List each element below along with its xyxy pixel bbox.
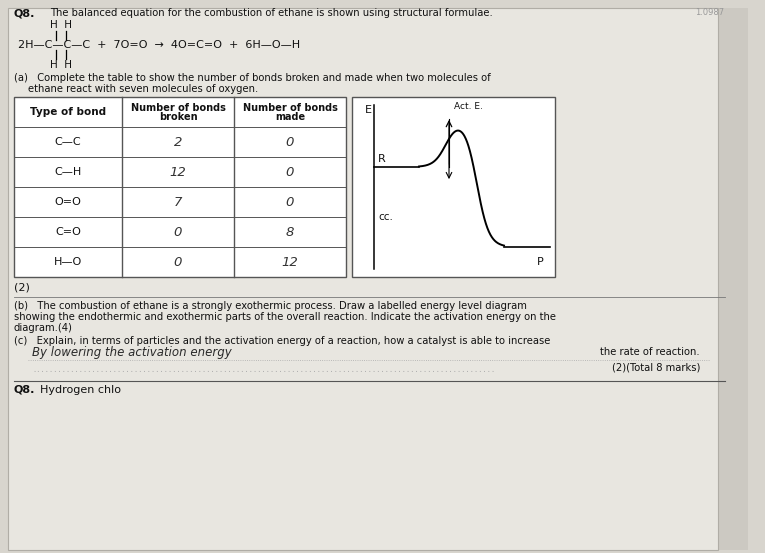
Text: 12: 12 xyxy=(170,165,187,179)
Text: Type of bond: Type of bond xyxy=(30,107,106,117)
Text: Hydrogen chlo: Hydrogen chlo xyxy=(40,385,121,395)
Text: By lowering the activation energy: By lowering the activation energy xyxy=(32,346,232,359)
Text: C—H: C—H xyxy=(54,167,82,177)
Text: cc.: cc. xyxy=(378,212,393,222)
Text: 0: 0 xyxy=(286,196,295,208)
Text: (2): (2) xyxy=(14,283,30,293)
Text: 0: 0 xyxy=(174,255,182,269)
Text: (b)   The combustion of ethane is a strongly exothermic process. Draw a labelled: (b) The combustion of ethane is a strong… xyxy=(14,301,527,311)
Text: E: E xyxy=(365,105,372,115)
FancyBboxPatch shape xyxy=(718,8,748,550)
Text: (c)   Explain, in terms of particles and the activation energy of a reaction, ho: (c) Explain, in terms of particles and t… xyxy=(14,336,550,346)
FancyBboxPatch shape xyxy=(8,8,718,550)
Text: ethane react with seven molecules of oxygen.: ethane react with seven molecules of oxy… xyxy=(28,84,259,94)
Text: Q8.: Q8. xyxy=(14,385,35,395)
Text: 2H—C—C—C  +  7O=O  →  4O=C=O  +  6H—O—H: 2H—C—C—C + 7O=O → 4O=C=O + 6H—O—H xyxy=(18,40,300,50)
Text: the rate of reaction.: the rate of reaction. xyxy=(601,347,700,357)
Text: Q8.: Q8. xyxy=(14,8,35,18)
Text: O=O: O=O xyxy=(54,197,81,207)
Text: 0: 0 xyxy=(286,165,295,179)
Text: 0: 0 xyxy=(174,226,182,238)
Text: (a)   Complete the table to show the number of bonds broken and made when two mo: (a) Complete the table to show the numbe… xyxy=(14,73,491,83)
Text: Number of bonds: Number of bonds xyxy=(243,103,337,113)
Text: 7: 7 xyxy=(174,196,182,208)
FancyBboxPatch shape xyxy=(352,97,555,277)
Text: made: made xyxy=(275,112,305,122)
Text: H  H: H H xyxy=(50,60,72,70)
Text: diagram.(4): diagram.(4) xyxy=(14,323,73,333)
Text: 12: 12 xyxy=(282,255,298,269)
Text: 1.0987: 1.0987 xyxy=(695,8,724,17)
Text: H  H: H H xyxy=(50,20,72,30)
Text: Act. E.: Act. E. xyxy=(454,102,483,111)
Text: R: R xyxy=(378,154,386,164)
Text: 2: 2 xyxy=(174,135,182,149)
Text: Number of bonds: Number of bonds xyxy=(131,103,226,113)
Text: 0: 0 xyxy=(286,135,295,149)
FancyBboxPatch shape xyxy=(14,97,346,277)
Text: C—C: C—C xyxy=(54,137,81,147)
Text: (2)(Total 8 marks): (2)(Total 8 marks) xyxy=(612,362,700,372)
Text: H—O: H—O xyxy=(54,257,82,267)
Text: C=O: C=O xyxy=(55,227,81,237)
Text: 8: 8 xyxy=(286,226,295,238)
Text: showing the endothermic and exothermic parts of the overall reaction. Indicate t: showing the endothermic and exothermic p… xyxy=(14,312,556,322)
Text: broken: broken xyxy=(158,112,197,122)
Text: The balanced equation for the combustion of ethane is shown using structural for: The balanced equation for the combustion… xyxy=(50,8,493,18)
Text: ................................................................................: ........................................… xyxy=(32,367,495,373)
Text: P: P xyxy=(537,257,544,267)
